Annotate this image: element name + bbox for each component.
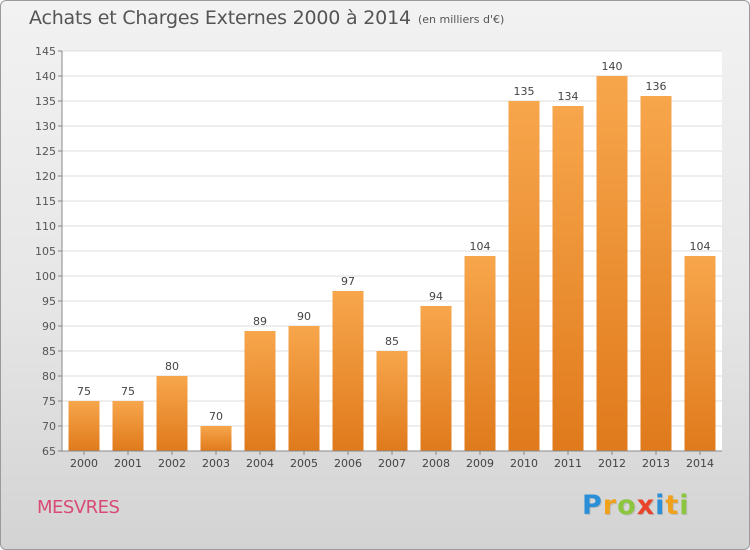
logo-letter: t <box>665 490 680 521</box>
bar-2002 <box>156 376 188 451</box>
x-tick-label: 2000 <box>70 457 98 470</box>
bar-2004 <box>244 331 276 451</box>
logo-letter: r <box>602 490 618 521</box>
x-tick-label: 2006 <box>334 457 362 470</box>
y-tick-label: 85 <box>42 345 56 358</box>
bar-value-label: 135 <box>514 85 535 98</box>
bar-2007 <box>376 351 408 451</box>
bar-value-label: 134 <box>558 90 579 103</box>
bar-2006 <box>332 291 364 451</box>
x-tick-label: 2001 <box>114 457 142 470</box>
bar-2011 <box>552 106 584 451</box>
x-tick-label: 2005 <box>290 457 318 470</box>
proxiti-logo: Proxiti <box>582 490 690 521</box>
bar-value-label: 140 <box>602 60 623 73</box>
x-tick-label: 2014 <box>686 457 714 470</box>
x-tick-label: 2008 <box>422 457 450 470</box>
y-tick-label: 115 <box>35 195 56 208</box>
y-tick-label: 90 <box>42 320 56 333</box>
y-tick-label: 65 <box>42 445 56 458</box>
bar-2014 <box>684 256 716 451</box>
bar-2003 <box>200 426 232 451</box>
x-tick-label: 2002 <box>158 457 186 470</box>
bar-2012 <box>596 76 628 451</box>
y-tick-label: 75 <box>42 395 56 408</box>
y-tick-label: 120 <box>35 170 56 183</box>
bar-value-label: 90 <box>297 310 311 323</box>
y-tick-label: 80 <box>42 370 56 383</box>
bar-value-label: 85 <box>385 335 399 348</box>
logo-letter: o <box>617 490 637 521</box>
bar-2013 <box>640 96 672 451</box>
logo-letter: P <box>582 490 603 521</box>
bar-value-label: 97 <box>341 275 355 288</box>
x-tick-label: 2004 <box>246 457 274 470</box>
bar-value-label: 104 <box>470 240 491 253</box>
bar-value-label: 136 <box>646 80 667 93</box>
y-tick-label: 100 <box>35 270 56 283</box>
bar-value-label: 80 <box>165 360 179 373</box>
bar-value-label: 75 <box>121 385 135 398</box>
y-tick-label: 95 <box>42 295 56 308</box>
x-tick-label: 2007 <box>378 457 406 470</box>
x-tick-label: 2010 <box>510 457 538 470</box>
bar-2008 <box>420 306 452 451</box>
y-tick-label: 135 <box>35 95 56 108</box>
y-tick-label: 145 <box>35 45 56 58</box>
bar-value-label: 94 <box>429 290 443 303</box>
bar-2005 <box>288 326 320 451</box>
x-tick-label: 2009 <box>466 457 494 470</box>
chart-unit-note: (en milliers d'€) <box>418 13 505 26</box>
y-tick-label: 140 <box>35 70 56 83</box>
bar-2010 <box>508 101 540 451</box>
x-tick-label: 2003 <box>202 457 230 470</box>
commune-name: MESVRES <box>37 497 120 518</box>
y-tick-label: 125 <box>35 145 56 158</box>
bar-value-label: 70 <box>209 410 223 423</box>
bar-2001 <box>112 401 144 451</box>
logo-letter: i <box>655 490 666 521</box>
chart-title: Achats et Charges Externes 2000 à 2014 <box>29 7 411 29</box>
x-tick-label: 2012 <box>598 457 626 470</box>
bar-2000 <box>68 401 100 451</box>
bar-value-label: 75 <box>77 385 91 398</box>
y-tick-label: 130 <box>35 120 56 133</box>
bar-value-label: 104 <box>690 240 711 253</box>
x-tick-label: 2011 <box>554 457 582 470</box>
y-tick-label: 110 <box>35 220 56 233</box>
y-tick-label: 70 <box>42 420 56 433</box>
x-tick-label: 2013 <box>642 457 670 470</box>
bar-2009 <box>464 256 496 451</box>
bar-value-label: 89 <box>253 315 267 328</box>
logo-letter: i <box>679 490 690 521</box>
y-tick-label: 105 <box>35 245 56 258</box>
logo-letter: x <box>636 490 656 521</box>
